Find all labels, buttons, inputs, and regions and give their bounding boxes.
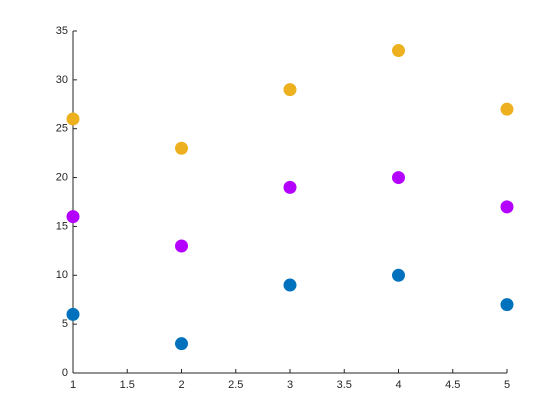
point (500, 298, 514, 312)
x-tick-label: 1 (70, 379, 76, 391)
x-tick-label: 2 (178, 379, 184, 391)
x-tick-label: 5 (504, 379, 510, 391)
point (500, 102, 514, 116)
point (283, 180, 297, 194)
y-tick-label: 20 (56, 171, 68, 183)
y-tick-label: 10 (56, 269, 68, 281)
point (283, 278, 297, 292)
point (392, 268, 405, 282)
point (66, 210, 80, 224)
y-tick-label: 5 (62, 318, 68, 330)
y-tick-label: 0 (62, 367, 68, 379)
point (392, 44, 405, 58)
x-tick-label: 4 (395, 379, 401, 391)
y-tick-label: 15 (56, 220, 68, 232)
y-tick-label: 35 (56, 25, 68, 37)
point (392, 171, 405, 185)
y-tick-label: 25 (56, 123, 68, 135)
point (175, 141, 188, 155)
x-tick-label: 3.5 (337, 379, 352, 391)
x-tick-label: 2.5 (228, 379, 243, 391)
point (175, 337, 188, 351)
x-tick-label: 4.5 (445, 379, 460, 391)
x-tick-label: 3 (287, 379, 293, 391)
y-tick-label: 30 (56, 74, 68, 86)
x-tick-label: 1.5 (120, 379, 135, 391)
point (66, 307, 80, 321)
point (500, 200, 514, 214)
point (66, 112, 80, 126)
point (283, 83, 297, 97)
point (175, 239, 188, 253)
